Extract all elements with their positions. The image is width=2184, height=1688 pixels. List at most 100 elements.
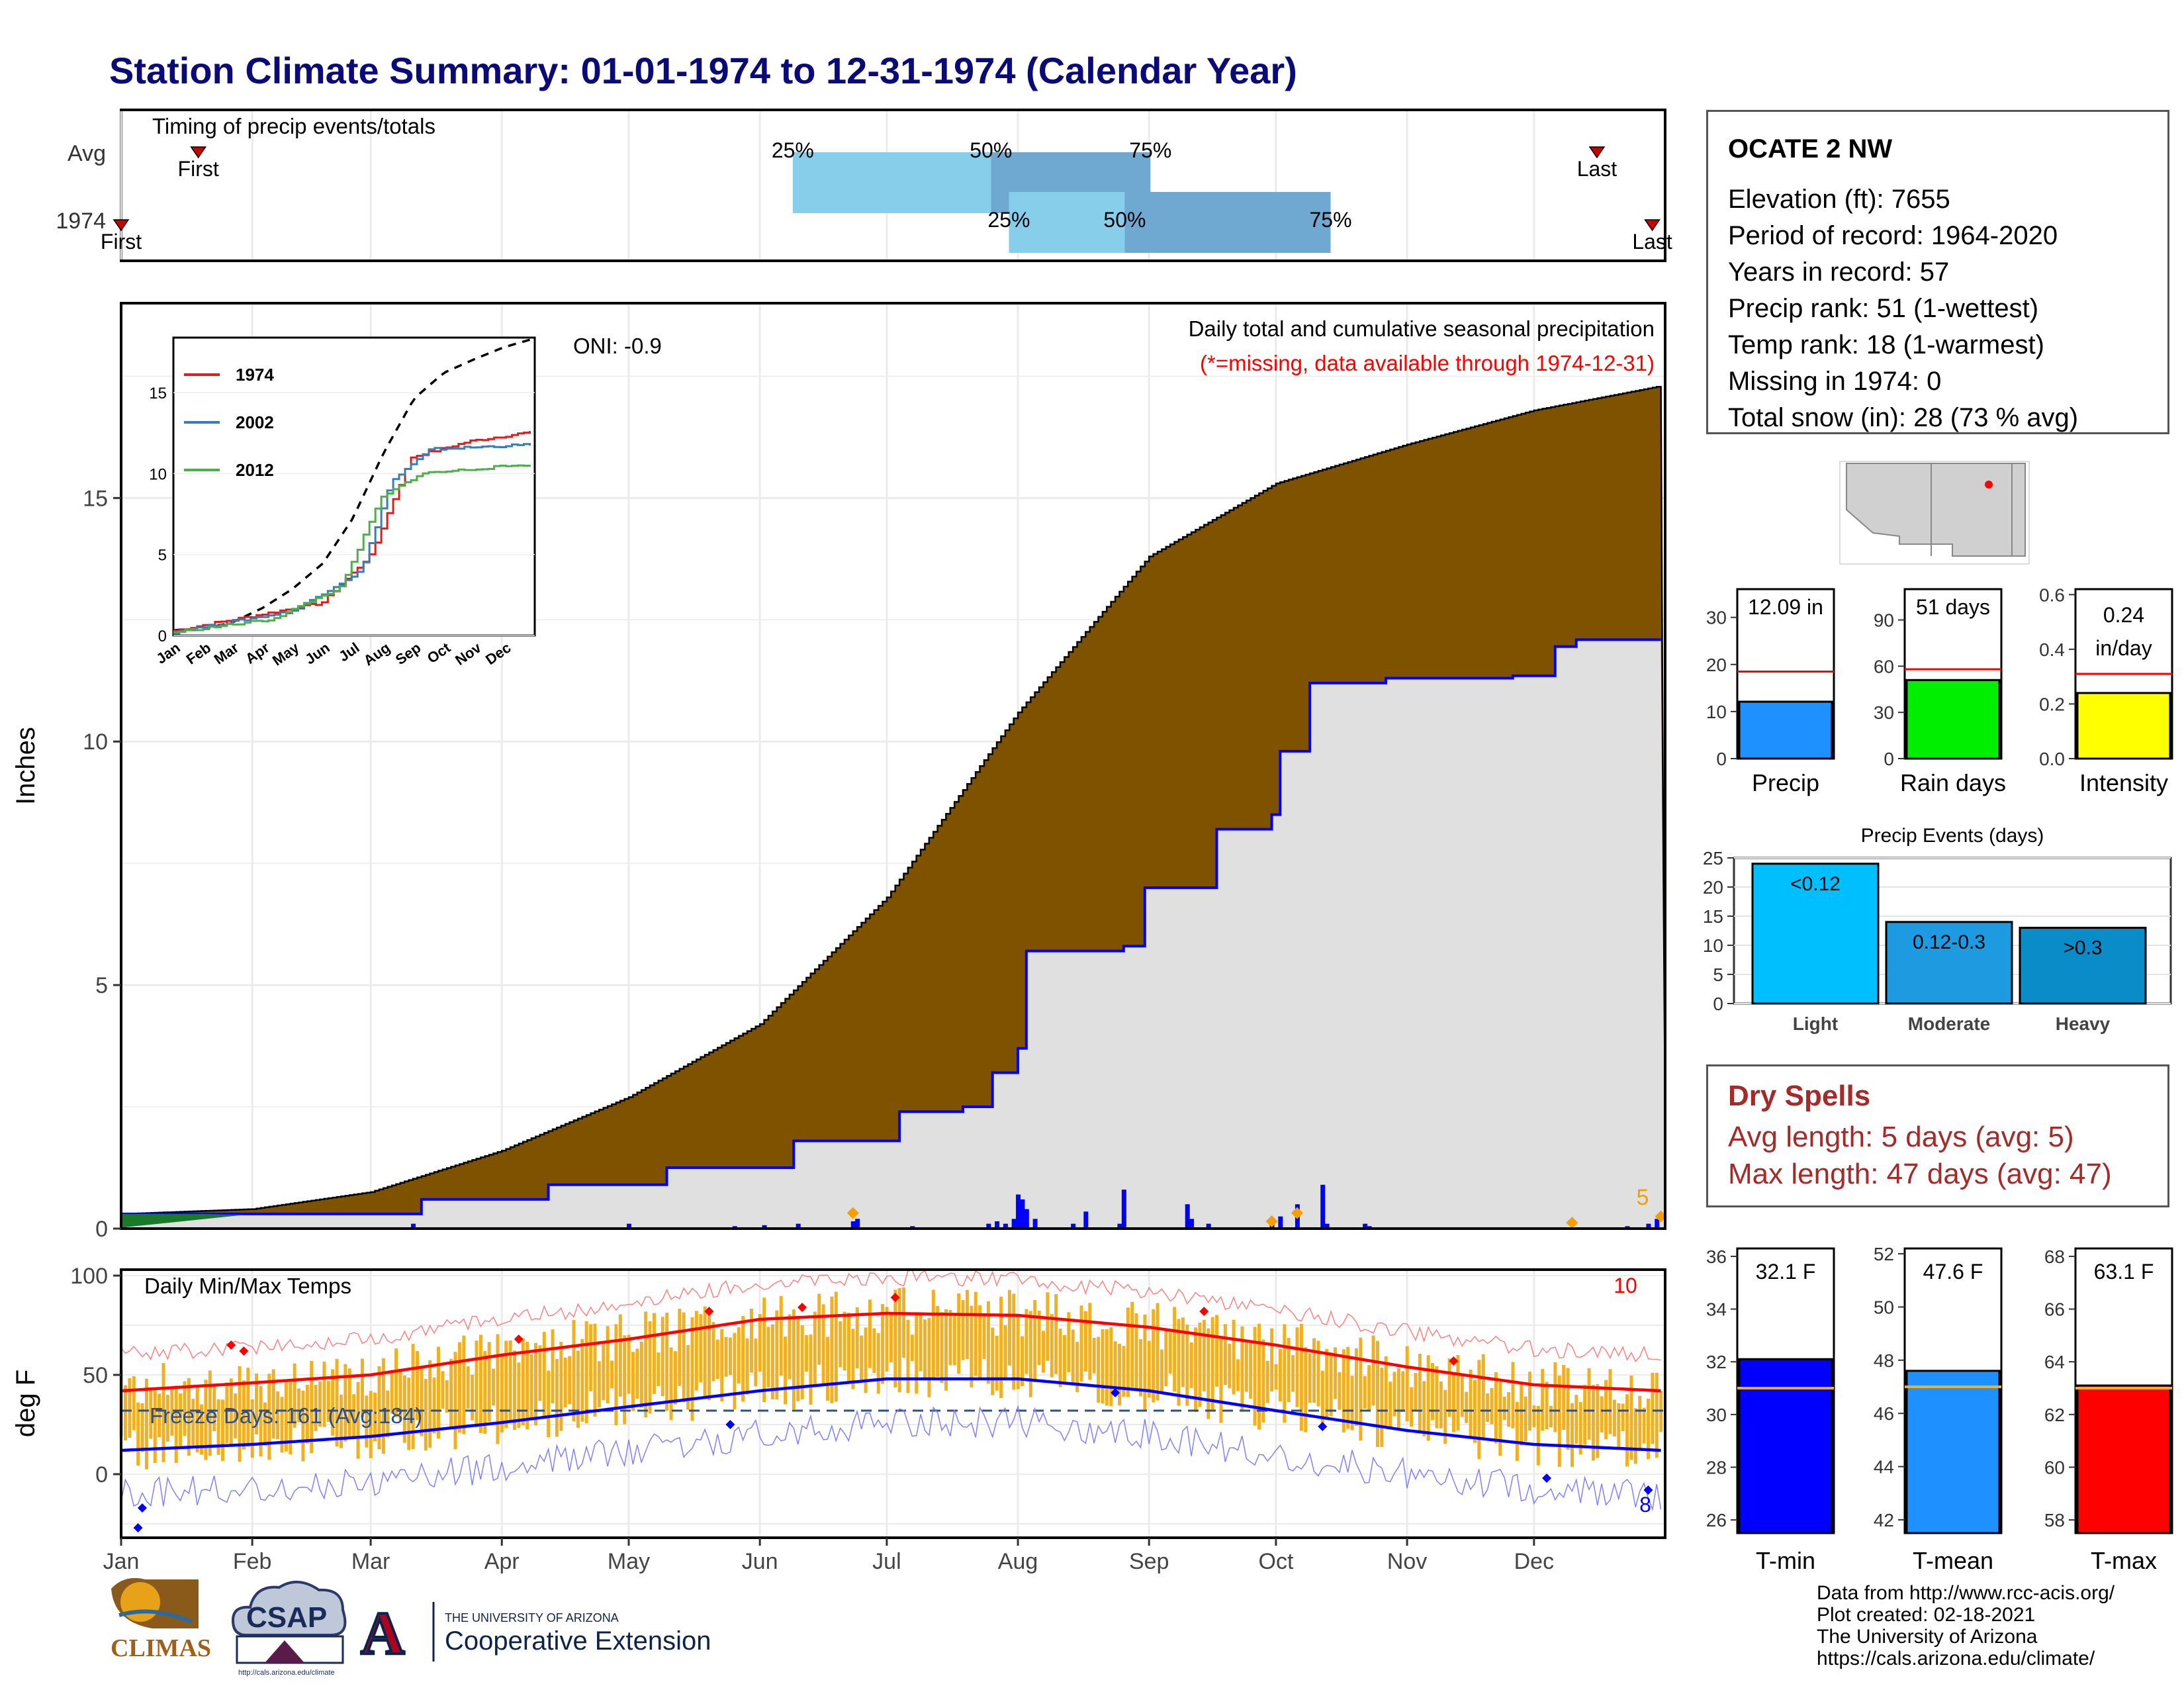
daily-temp-bar <box>478 1335 482 1433</box>
daily-temp-bar <box>331 1369 335 1436</box>
daily-temp-bar <box>623 1335 627 1425</box>
record-high-marker <box>704 1307 714 1316</box>
daily-temp-bar <box>1054 1294 1058 1374</box>
record-low-marker <box>1318 1422 1328 1431</box>
inset-ytick-label: 15 <box>149 385 167 402</box>
daily-temp-bar <box>948 1310 952 1366</box>
daily-temp-bar <box>276 1391 280 1440</box>
station-snow: Total snow (in): 28 (73 % avg) <box>1728 403 2079 432</box>
temp-summary-tick-label: 44 <box>1874 1457 1894 1477</box>
csap-url: http://cals.arizona.edu/climate <box>238 1669 335 1677</box>
locator-map <box>1839 461 2030 565</box>
temp-panel-frame <box>120 1268 1666 1539</box>
daily-precip-bar <box>1071 1223 1076 1229</box>
mini-tick-label: 90 <box>1874 610 1894 631</box>
daily-temp-bar <box>471 1374 475 1421</box>
record-high-marker <box>1199 1307 1209 1316</box>
daily-temp-bar <box>1308 1353 1312 1403</box>
daily-temp-bar <box>842 1311 846 1371</box>
legend-2012: 2012 <box>236 460 274 480</box>
daily-temp-bar <box>1253 1327 1257 1426</box>
daily-temp-bar <box>221 1399 225 1461</box>
daily-temp-bar <box>483 1350 487 1434</box>
daily-temp-bar <box>729 1337 733 1375</box>
daily-temp-bar <box>1046 1292 1050 1361</box>
daily-temp-bar <box>365 1395 369 1448</box>
daily-temp-bar <box>1494 1372 1498 1444</box>
daily-temp-bar <box>1612 1399 1616 1437</box>
daily-temp-bar <box>158 1393 161 1438</box>
daily-temp-bar <box>1367 1365 1371 1412</box>
daily-temp-bar <box>1633 1408 1637 1464</box>
daily-temp-bar <box>1477 1360 1481 1460</box>
daily-temp-bar <box>1638 1395 1642 1450</box>
daily-temp-bar <box>568 1356 572 1405</box>
daily-temp-bar <box>551 1329 555 1404</box>
daily-temp-bar <box>1016 1314 1020 1389</box>
daily-temp-bar <box>255 1373 259 1434</box>
daily-precip-bar <box>1646 1223 1651 1229</box>
daily-temp-bar <box>855 1307 859 1369</box>
daily-precip-bar <box>1121 1190 1126 1229</box>
csap-mountain <box>265 1640 304 1663</box>
daily-temp-bar <box>457 1342 461 1433</box>
daily-temp-bar <box>301 1390 305 1462</box>
daily-temp-bar <box>1591 1385 1595 1461</box>
daily-temp-bar <box>1600 1396 1604 1432</box>
daily-temp-bar <box>860 1335 864 1382</box>
temp-min-count: 8 <box>1639 1493 1651 1517</box>
daily-temp-bar <box>398 1369 402 1421</box>
daily-temp-bar <box>779 1295 783 1376</box>
daily-temp-bar <box>792 1309 796 1409</box>
daily-temp-bar <box>1071 1329 1075 1386</box>
temp-summary-tick-label: 52 <box>1874 1244 1894 1264</box>
daily-precip-bar <box>1024 1209 1029 1229</box>
legend-1974: 1974 <box>236 365 274 385</box>
temp-summary-tick-label: 50 <box>1874 1297 1894 1317</box>
daily-temp-bar <box>788 1314 792 1380</box>
daily-temp-bar <box>957 1293 961 1374</box>
daily-temp-bar <box>1134 1313 1138 1389</box>
mini-axis-label: Precip <box>1752 769 1819 796</box>
daily-temp-bar <box>1160 1349 1163 1394</box>
daily-temp-bar <box>1156 1303 1160 1401</box>
daily-temp-bar <box>416 1351 420 1421</box>
events-category-label: Moderate <box>1908 1013 1990 1034</box>
daily-temp-bar <box>369 1391 373 1458</box>
snow-marker <box>1566 1217 1578 1229</box>
daily-temp-bar <box>872 1328 876 1374</box>
daily-temp-bar <box>923 1319 927 1381</box>
events-tick-label: 15 <box>1703 906 1723 927</box>
events-bar-label: <0.12 <box>1790 873 1841 895</box>
temp-summary-tick-label: 62 <box>2044 1405 2065 1425</box>
daily-temp-bar <box>377 1366 381 1450</box>
daily-temp-bar <box>1295 1327 1299 1407</box>
daily-temp-bar <box>1486 1393 1490 1422</box>
precip-annot-title: Daily total and cumulative seasonal prec… <box>1189 316 1655 341</box>
events-bar <box>2019 927 2147 1005</box>
timing-bar-q1 <box>1009 192 1125 253</box>
daily-temp-bar <box>846 1313 850 1381</box>
dry-spells-title: Dry Spells <box>1728 1080 1871 1112</box>
daily-temp-bar <box>1465 1391 1469 1423</box>
daily-temp-bar <box>1202 1319 1206 1391</box>
daily-temp-bar <box>758 1313 762 1372</box>
daily-temp-bar <box>1291 1355 1295 1392</box>
timing-row-year: 1974 <box>56 209 106 234</box>
daily-temp-bar <box>851 1329 855 1389</box>
timing-pct-label: 50% <box>970 138 1012 162</box>
inset-series-line <box>173 464 531 633</box>
daily-temp-bar <box>432 1377 436 1434</box>
record-low-marker <box>1643 1485 1653 1495</box>
daily-temp-bar <box>1545 1382 1549 1430</box>
daily-temp-bar <box>1185 1324 1189 1406</box>
daily-temp-bar <box>703 1306 707 1399</box>
temp-summary-label: T-max <box>2091 1547 2157 1574</box>
month-label: Nov <box>1387 1549 1427 1574</box>
daily-temp-bar <box>394 1348 398 1417</box>
temp-summary-value: 63.1 F <box>2094 1260 2154 1284</box>
avg-min-line <box>120 1377 1661 1452</box>
daily-temp-bar <box>1050 1314 1054 1378</box>
